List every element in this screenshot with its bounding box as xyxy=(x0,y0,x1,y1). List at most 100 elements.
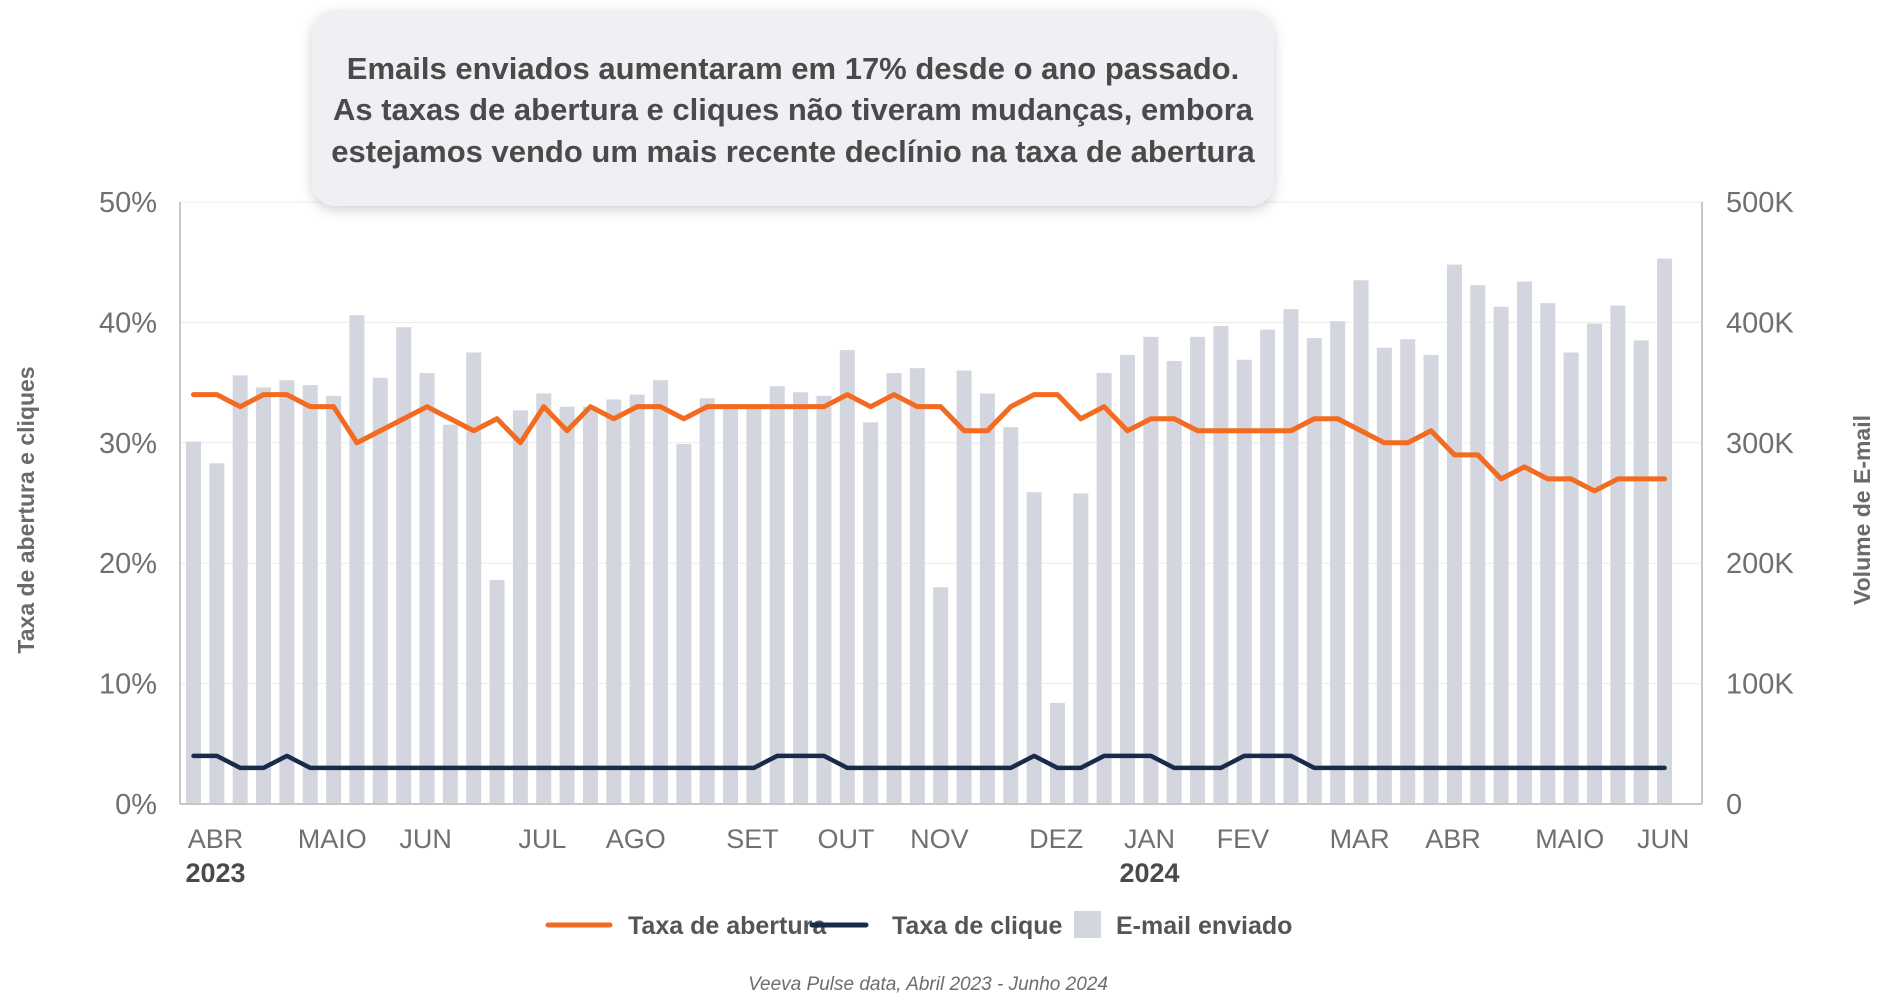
bar xyxy=(1073,493,1089,804)
bar xyxy=(863,422,879,804)
bar xyxy=(723,404,739,804)
bar xyxy=(1353,280,1369,804)
right-tick-label: 200K xyxy=(1726,548,1794,580)
bar xyxy=(769,386,785,804)
bar xyxy=(186,441,201,804)
x-tick-label: JAN xyxy=(1124,824,1175,854)
x-tick-label: DEZ xyxy=(1029,824,1083,854)
legend-label-click-rate: Taxa de clique xyxy=(892,912,1063,940)
x-tick-label: SET xyxy=(726,824,779,854)
bar xyxy=(419,372,435,804)
bar xyxy=(1657,258,1673,804)
left-axis-title: Taxa de abertura e cliques xyxy=(13,366,39,653)
legend-label-open-rate: Taxa de abertura xyxy=(628,912,827,940)
right-tick-label: 400K xyxy=(1726,307,1794,339)
bar xyxy=(466,352,482,804)
bar xyxy=(1633,340,1649,804)
bar xyxy=(1096,372,1112,804)
bar xyxy=(699,398,715,804)
x-tick-label: MAIO xyxy=(298,824,367,854)
bar xyxy=(1213,326,1229,804)
bar xyxy=(1400,339,1416,804)
bar xyxy=(536,393,552,804)
bar xyxy=(1049,702,1065,804)
right-tick-label: 500K xyxy=(1726,187,1794,219)
bar xyxy=(933,587,949,804)
x-tick-label: AGO xyxy=(606,824,666,854)
left-tick-label: 20% xyxy=(99,548,157,580)
bar xyxy=(279,380,295,804)
x-tick-year: 2023 xyxy=(185,858,245,888)
bar xyxy=(1610,305,1626,804)
bar xyxy=(372,377,388,804)
callout-line-2: As taxas de abertura e cliques não tiver… xyxy=(333,92,1254,127)
bar xyxy=(1190,336,1206,804)
left-tick-label: 30% xyxy=(99,428,157,460)
bar xyxy=(1003,427,1019,804)
bar xyxy=(442,424,458,804)
bar xyxy=(1470,285,1486,804)
x-tick-label: ABR xyxy=(1425,824,1481,854)
bar xyxy=(979,393,995,804)
bar xyxy=(1306,338,1322,804)
bar xyxy=(1260,329,1276,804)
x-tick-label: JUL xyxy=(518,824,566,854)
bar xyxy=(1330,321,1346,804)
bar xyxy=(396,327,412,804)
right-tick-label: 0 xyxy=(1726,789,1742,821)
bar xyxy=(1143,336,1159,804)
bar xyxy=(886,372,902,804)
bar xyxy=(489,580,505,804)
legend-swatch-emails-sent xyxy=(1074,911,1101,938)
bar xyxy=(793,392,809,804)
x-tick-label: MAR xyxy=(1330,824,1390,854)
bar xyxy=(1423,354,1439,804)
bar xyxy=(209,463,225,804)
click-rate-line xyxy=(191,753,1667,771)
bar xyxy=(1446,264,1462,804)
legend-label-emails-sent: E-mail enviado xyxy=(1116,912,1292,940)
x-tick-year: 2024 xyxy=(1119,858,1179,888)
right-tick-label: 300K xyxy=(1726,428,1794,460)
rate-lines xyxy=(191,392,1668,771)
x-tick-label: FEV xyxy=(1217,824,1270,854)
x-tick-label: ABR xyxy=(188,824,244,854)
bar xyxy=(256,387,272,804)
bar xyxy=(232,375,248,804)
bar xyxy=(1120,354,1135,804)
callout-line-3: estejamos vendo um mais recente declínio… xyxy=(331,134,1255,169)
bar xyxy=(629,394,645,804)
bar xyxy=(559,406,575,804)
bar xyxy=(1026,492,1042,804)
bar xyxy=(956,370,972,804)
callout-box: Emails enviados aumentaram em 17% desde … xyxy=(312,10,1274,206)
bar xyxy=(1283,309,1299,804)
callout-background xyxy=(312,10,1274,206)
bar xyxy=(1587,323,1602,804)
x-axis-ticks: ABR 2023 MAIO JUN JUL AGO SET OUT NOV DEZ JAN 2024 F… xyxy=(185,824,1689,888)
right-axis-title: Volume de E-mail xyxy=(1849,415,1875,605)
bar xyxy=(1493,306,1509,804)
axes xyxy=(179,202,1703,805)
bar xyxy=(839,350,855,804)
bar xyxy=(1236,359,1252,804)
bar xyxy=(909,368,925,804)
bar xyxy=(746,406,762,804)
bar xyxy=(606,399,622,804)
bar xyxy=(1540,303,1556,804)
bar xyxy=(1563,352,1579,804)
bar xyxy=(653,380,668,804)
bar xyxy=(1376,347,1392,804)
bar xyxy=(326,395,342,804)
bar xyxy=(1516,281,1532,804)
left-tick-label: 10% xyxy=(99,669,157,701)
left-tick-label: 50% xyxy=(99,187,157,219)
left-axis-ticks: 0% 10% 20% 30% 40% 50% xyxy=(99,187,157,821)
email-volume-bars xyxy=(186,258,1673,804)
bar xyxy=(512,410,528,804)
source-note: Veeva Pulse data, Abril 2023 - Junho 202… xyxy=(748,974,1108,995)
right-axis-ticks: 0 100K 200K 300K 400K 500K xyxy=(1726,187,1794,821)
callout-line-1: Emails enviados aumentaram em 17% desde … xyxy=(347,51,1239,86)
bar xyxy=(349,315,365,804)
